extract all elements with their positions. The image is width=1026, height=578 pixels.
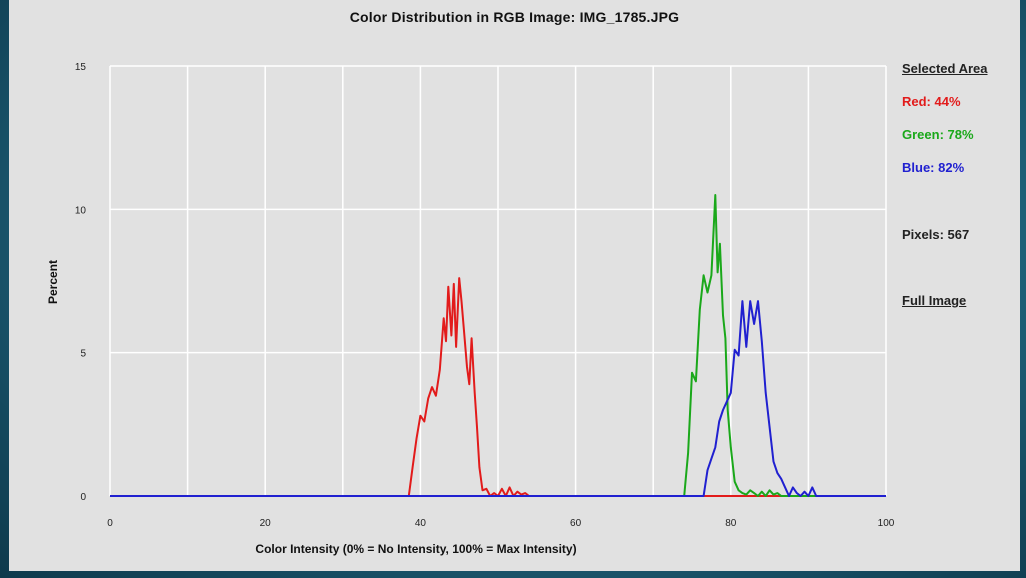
y-tick-label: 10 — [75, 205, 87, 216]
x-tick-label: 100 — [878, 518, 895, 529]
x-tick-label: 80 — [725, 518, 737, 529]
pixel-count: Pixels: 567 — [902, 227, 970, 242]
x-axis-label: Color Intensity (0% = No Intensity, 100%… — [255, 542, 576, 556]
selected-area-heading: Selected Area — [902, 61, 988, 76]
chart-panel: Color Distribution in RGB Image: IMG_178… — [9, 0, 1020, 571]
x-tick-label: 20 — [260, 518, 272, 529]
x-tick-label: 60 — [570, 518, 582, 529]
y-axis-label: Percent — [46, 260, 60, 304]
y-tick-label: 0 — [80, 492, 86, 503]
series-line-green — [110, 194, 886, 497]
series-line-blue — [110, 300, 886, 497]
y-tick-label: 5 — [80, 349, 86, 360]
green-percentage: Green: 78% — [902, 127, 974, 142]
series-line-red — [110, 277, 886, 497]
chart-title: Color Distribution in RGB Image: IMG_178… — [349, 9, 680, 25]
x-tick-label: 0 — [107, 518, 113, 529]
full-image-link[interactable]: Full Image — [902, 293, 967, 308]
x-tick-label: 40 — [415, 518, 427, 529]
red-percentage: Red: 44% — [902, 94, 961, 109]
histogram-plot: 0 20 40 60 80 100 0 5 10 15 Color Intensity (0% =… — [46, 62, 895, 556]
y-tick-label: 15 — [75, 62, 87, 73]
blue-percentage: Blue: 82% — [902, 160, 965, 175]
